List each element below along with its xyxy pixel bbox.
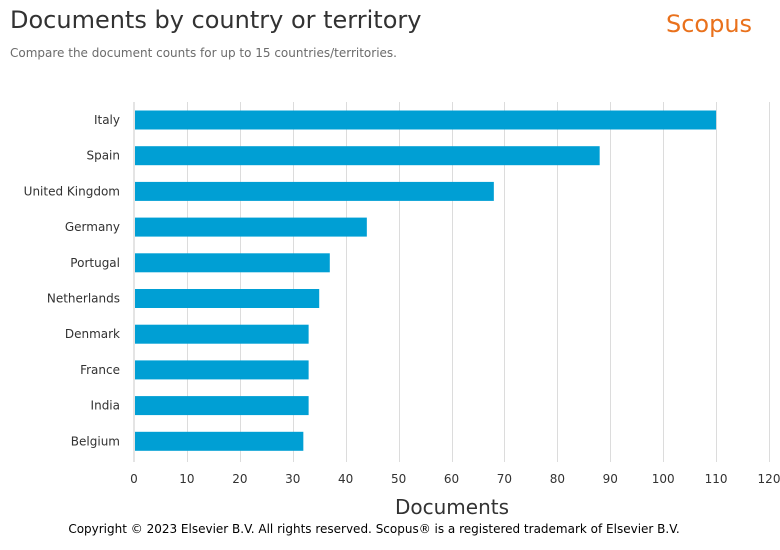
bar[interactable]	[135, 431, 304, 451]
category-label: France	[80, 363, 120, 377]
category-label: India	[91, 399, 120, 413]
page-title: Documents by country or territory	[10, 6, 422, 34]
bar[interactable]	[135, 360, 309, 380]
bar[interactable]	[135, 110, 717, 130]
x-tick-label: 110	[705, 472, 728, 486]
category-label: Belgium	[71, 434, 120, 448]
scopus-logo[interactable]: Scopus	[666, 10, 753, 38]
bar[interactable]	[135, 217, 367, 237]
x-tick-label: 100	[652, 472, 675, 486]
bar[interactable]	[135, 396, 309, 416]
x-tick-label: 120	[758, 472, 780, 486]
x-tick-labels: 0 10 20 30 40 50 60 70 80 90 100 110 120	[130, 472, 780, 486]
category-label: Portugal	[70, 256, 120, 270]
x-tick-label: 70	[497, 472, 512, 486]
category-label: Germany	[65, 220, 120, 234]
x-tick-label: 90	[603, 472, 618, 486]
copyright-notice: Copyright © 2023 Elsevier B.V. All right…	[68, 522, 680, 536]
x-axis-title: Documents	[395, 495, 509, 519]
category-label: United Kingdom	[24, 184, 120, 198]
bar[interactable]	[135, 324, 309, 344]
page-subtitle: Compare the document counts for up to 15…	[10, 46, 397, 60]
bar[interactable]	[135, 146, 600, 166]
x-tick-label: 20	[232, 472, 247, 486]
bar[interactable]	[135, 181, 494, 201]
bars	[135, 110, 717, 451]
x-tick-label: 10	[179, 472, 194, 486]
bar[interactable]	[135, 289, 320, 308]
x-tick-label: 40	[338, 472, 353, 486]
x-tick-label: 80	[550, 472, 565, 486]
category-label: Netherlands	[47, 292, 120, 306]
x-tick-label: 60	[444, 472, 459, 486]
x-tick-label: 50	[391, 472, 406, 486]
bar[interactable]	[135, 253, 330, 273]
category-label: Denmark	[65, 327, 120, 341]
category-label: Italy	[94, 113, 120, 127]
x-tick-label: 0	[130, 472, 138, 486]
category-labels: Italy Spain United Kingdom Germany Portugal N…	[24, 113, 120, 448]
category-label: Spain	[86, 149, 120, 163]
x-tick-label: 30	[285, 472, 300, 486]
